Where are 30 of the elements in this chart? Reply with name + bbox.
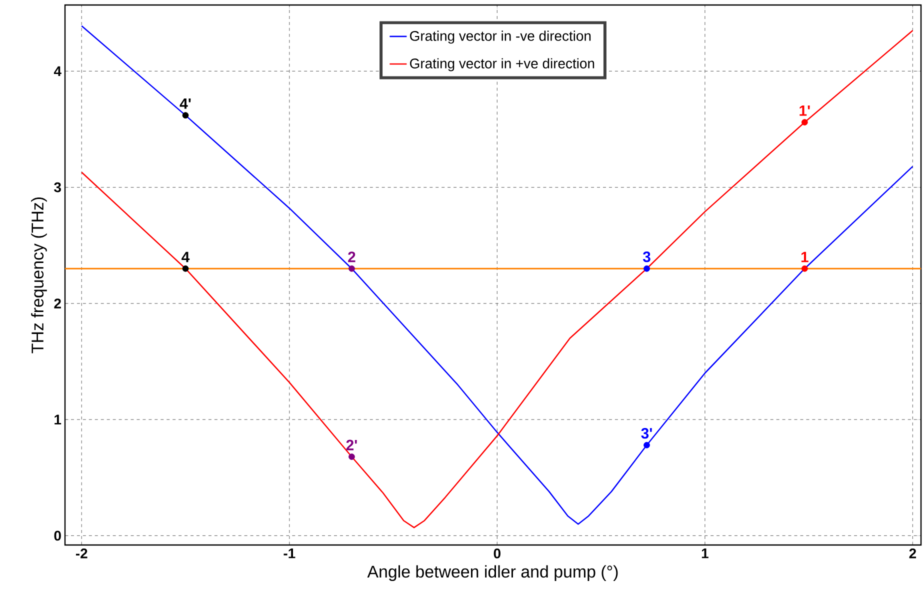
y-tick-label: 1 bbox=[54, 414, 62, 424]
x-tick-label: -2 bbox=[76, 548, 88, 558]
annotation: 4 bbox=[182, 252, 190, 262]
annotation: 3 bbox=[642, 251, 650, 262]
point bbox=[801, 119, 808, 126]
legend-label: Grating vector in -ve direction bbox=[410, 30, 591, 44]
annotation: 4' bbox=[180, 98, 191, 109]
annotation: 1' bbox=[800, 105, 810, 116]
x-tick-label: 2 bbox=[909, 548, 916, 558]
legend-label: Grating vector in +ve direction bbox=[410, 58, 594, 72]
annotation: 2 bbox=[348, 252, 356, 262]
y-tick-label: 3 bbox=[54, 182, 61, 192]
x-tick-label: -1 bbox=[284, 548, 296, 558]
point bbox=[348, 454, 355, 460]
y-axis-title: THz frequency (THz) bbox=[31, 197, 47, 354]
annotation: 1 bbox=[801, 252, 808, 262]
y-tick-label: 2 bbox=[54, 298, 61, 308]
annotation: 2' bbox=[346, 440, 357, 450]
point bbox=[801, 265, 808, 272]
y-tick-label: 4 bbox=[54, 66, 62, 76]
point bbox=[644, 265, 650, 272]
point bbox=[182, 112, 189, 119]
x-tick-label: 0 bbox=[494, 548, 500, 558]
x-tick-label: 1 bbox=[702, 548, 708, 558]
y-tick-label: 0 bbox=[54, 530, 61, 541]
x-axis-title: Angle between idler and pump (°) bbox=[367, 565, 618, 582]
point bbox=[182, 265, 189, 272]
point bbox=[644, 442, 650, 448]
annotation: 3' bbox=[641, 428, 652, 439]
point bbox=[348, 265, 355, 272]
